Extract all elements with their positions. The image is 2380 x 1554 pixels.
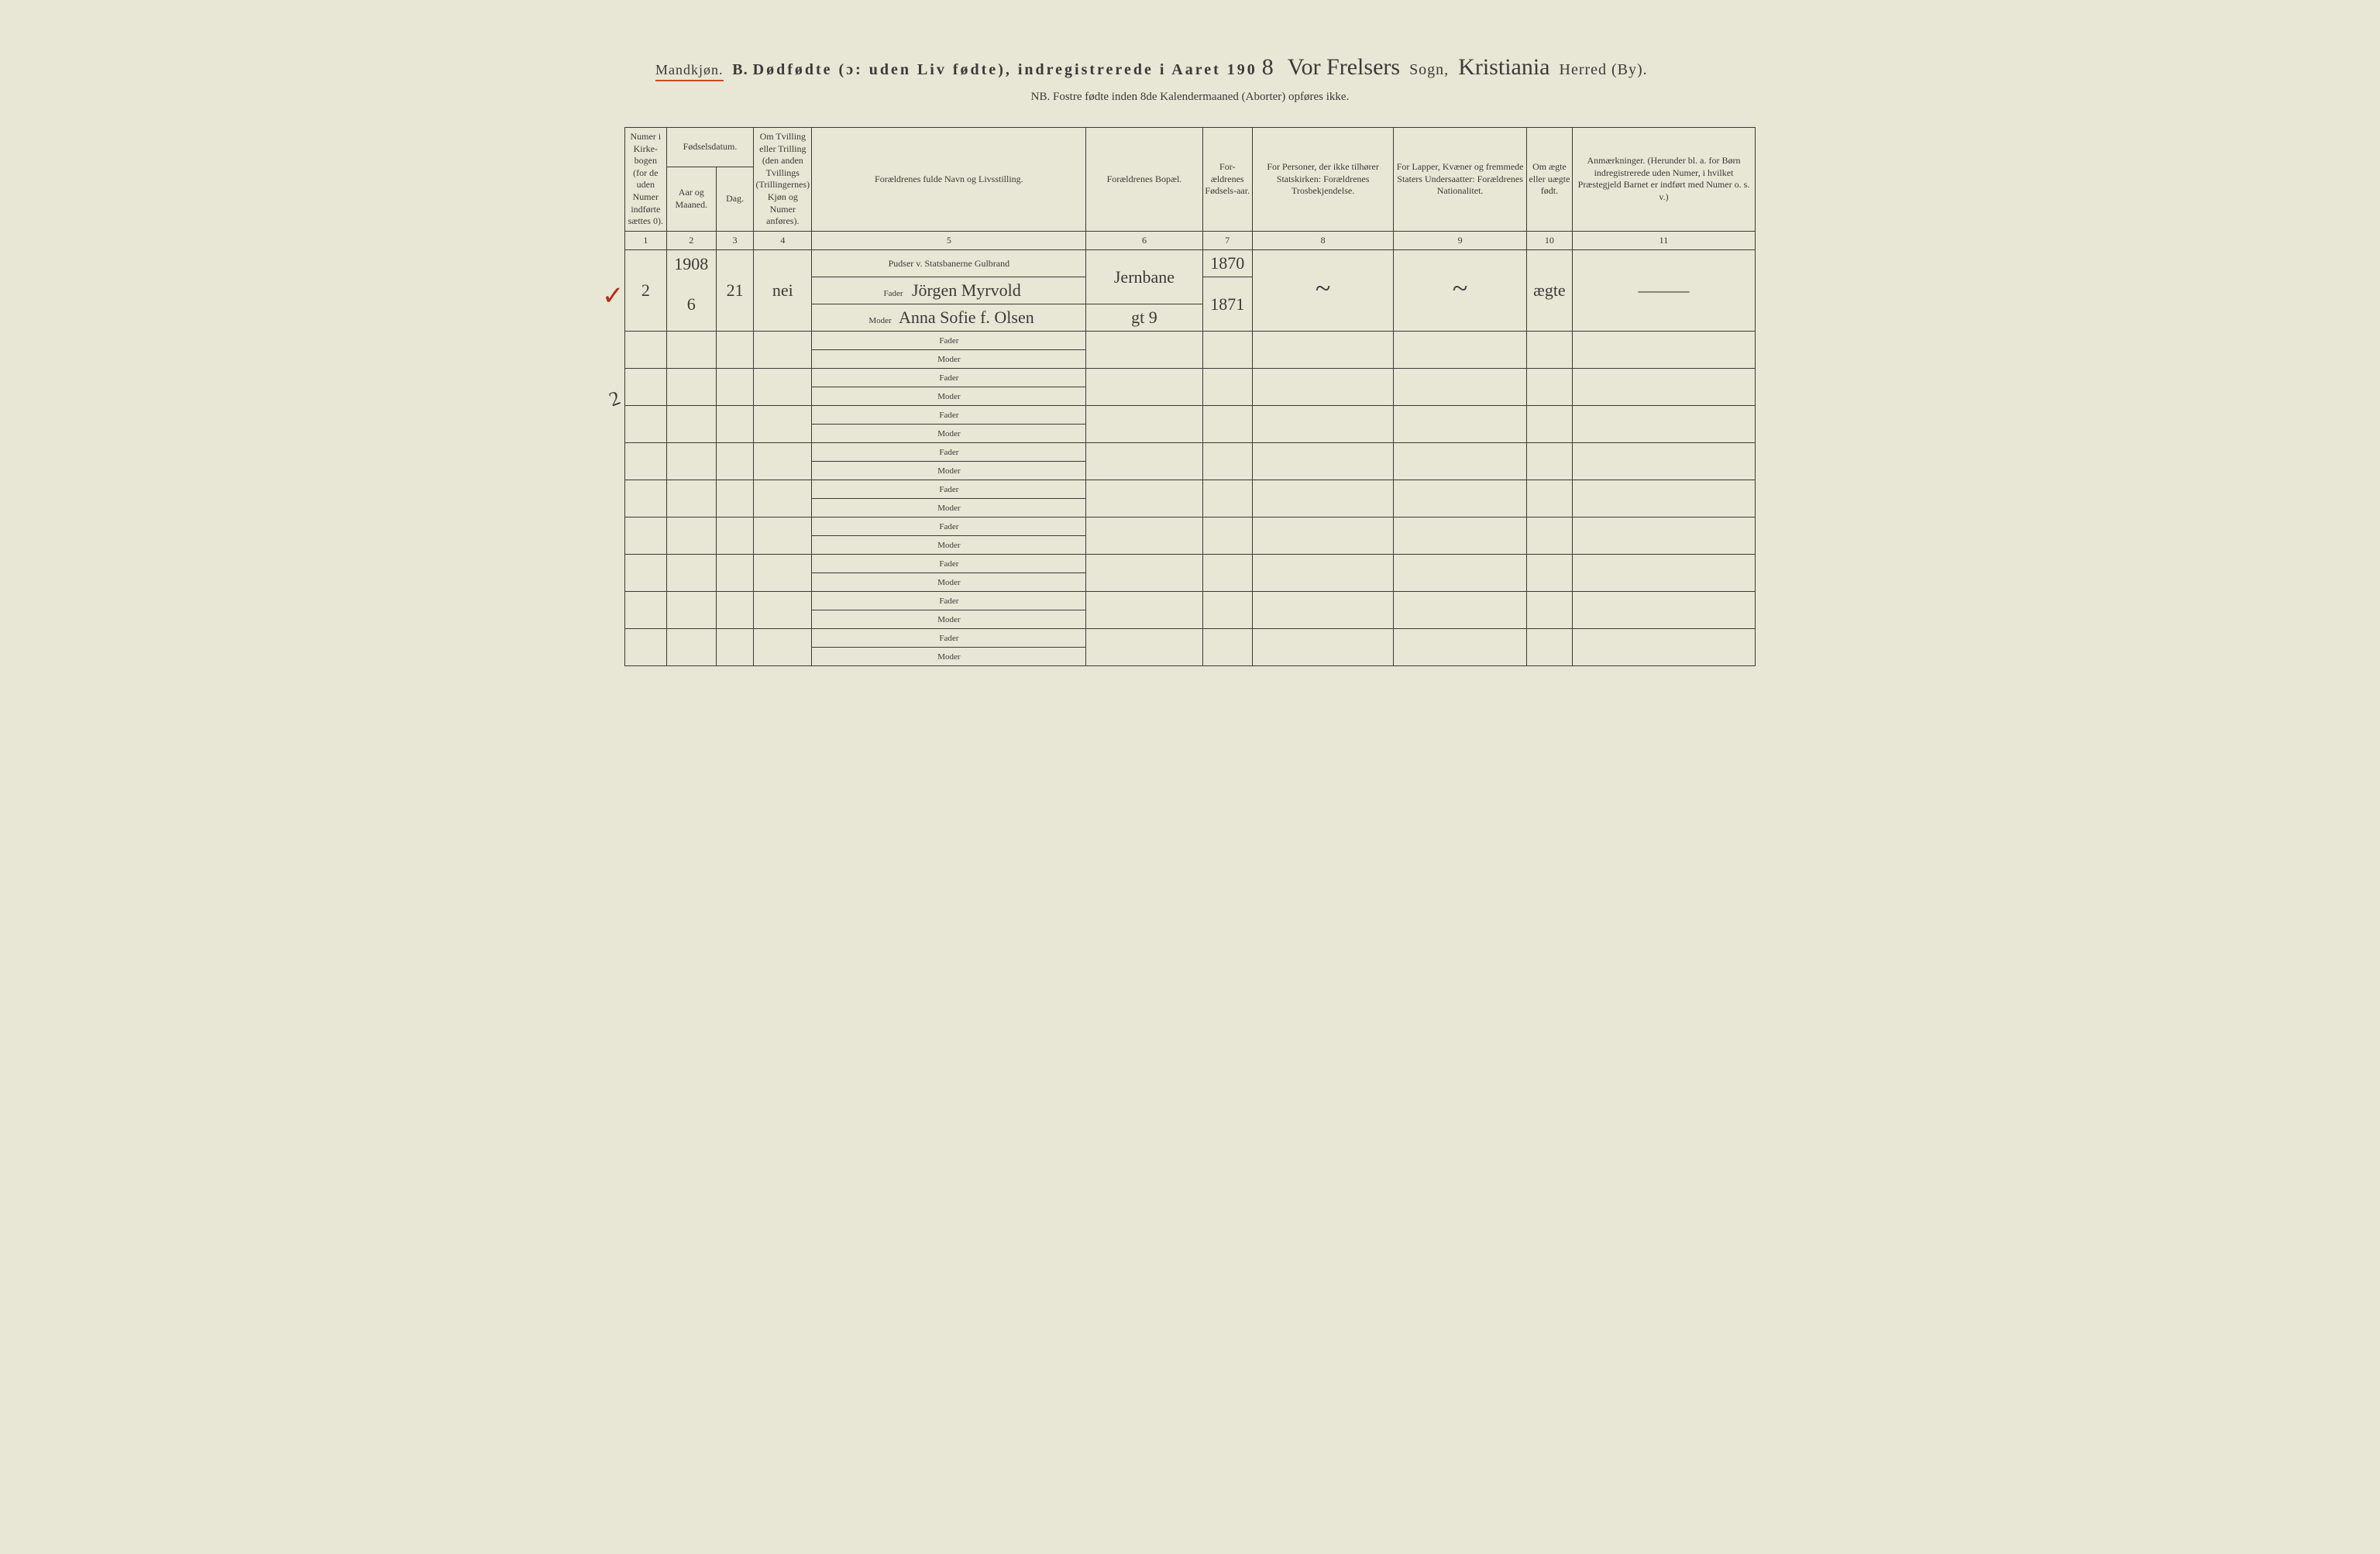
entry-moder-aar: 1871 xyxy=(1210,294,1244,314)
entry-year: 1908 xyxy=(674,254,708,273)
year-suffix: 8 xyxy=(1257,54,1278,81)
entry-tros: ~ xyxy=(1316,273,1330,304)
fader-label: Fader xyxy=(933,597,965,606)
moder-label: Moder xyxy=(933,541,965,550)
entry-row: ✓ 2 1908 21 nei Pudser v. Statsbanerne G… xyxy=(625,250,1756,277)
entry-nat: ~ xyxy=(1453,273,1467,304)
col-header-fodselsaar: For-ældrenes Fødsels-aar. xyxy=(1202,128,1252,232)
col-header-foraeldre-navn: Forældrenes fulde Navn og Livsstilling. xyxy=(812,128,1086,232)
col-index-9: 9 xyxy=(1394,231,1527,250)
moder-label: Moder xyxy=(933,429,965,438)
entry-moder-name: Anna Sofie f. Olsen xyxy=(899,308,1034,327)
page-title: B. Dødfødte (ɔ: uden Liv fødte), indregi… xyxy=(624,54,1756,81)
herred-label: Herred (By). xyxy=(1560,61,1648,78)
entry-bopael-1: Jernbane xyxy=(1114,267,1175,287)
col-index-2: 2 xyxy=(666,231,716,250)
moder-label: Moder xyxy=(933,466,965,476)
fader-label: Fader xyxy=(933,559,965,569)
entry-month: 6 xyxy=(687,294,696,314)
entry-anm: ——— xyxy=(1638,280,1689,300)
entry-twin: nei xyxy=(772,280,793,300)
col-index-4: 4 xyxy=(754,231,812,250)
col-header-fodselsdatum: Fødselsdatum. xyxy=(666,128,754,167)
empty-row: Fader xyxy=(625,406,1756,425)
empty-row: Fader xyxy=(625,592,1756,610)
moder-label: Moder xyxy=(933,578,965,587)
col-header-aegte: Om ægte eller uægte født. xyxy=(1526,128,1572,232)
moder-label: Moder xyxy=(864,316,896,325)
nb-note: NB. Fostre fødte inden 8de Kalendermaane… xyxy=(624,91,1756,104)
title-main: Dødfødte (ɔ: uden Liv fødte), indregistr… xyxy=(753,61,1257,78)
col-header-dag: Dag. xyxy=(716,167,753,231)
empty-row: 2Fader xyxy=(625,369,1756,387)
section-letter: B. xyxy=(732,61,748,78)
col-header-anm: Anmærkninger. (Herunder bl. a. for Børn … xyxy=(1572,128,1755,232)
empty-row: Fader xyxy=(625,443,1756,462)
entry-bopael-2: gt 9 xyxy=(1131,308,1157,327)
margin-mark: 2 xyxy=(606,387,623,412)
col-header-numer: Numer i Kirke-bogen (for de uden Numer i… xyxy=(625,128,667,232)
fader-label: Fader xyxy=(933,485,965,494)
fader-label: Fader xyxy=(933,448,965,457)
check-mark-icon: ✓ xyxy=(602,280,624,311)
moder-label: Moder xyxy=(933,355,965,364)
empty-row: Fader xyxy=(625,555,1756,573)
col-index-3: 3 xyxy=(716,231,753,250)
col-header-nationalitet: For Lapper, Kvæner og fremmede Staters U… xyxy=(1394,128,1527,232)
entry-fader-aar: 1870 xyxy=(1210,253,1244,273)
col-header-tros: For Personer, der ikke tilhører Statskir… xyxy=(1252,128,1393,232)
col-index-8: 8 xyxy=(1252,231,1393,250)
col-index-1: 1 xyxy=(625,231,667,250)
empty-row: Fader xyxy=(625,517,1756,536)
col-index-5: 5 xyxy=(812,231,1086,250)
herred-value: Kristiania xyxy=(1453,54,1554,81)
fader-label: Fader xyxy=(933,411,965,420)
fader-label: Fader xyxy=(933,522,965,531)
empty-row: Fader xyxy=(625,332,1756,350)
sogn-label: Sogn, xyxy=(1409,61,1449,78)
moder-label: Moder xyxy=(933,504,965,513)
moder-label: Moder xyxy=(933,652,965,662)
col-header-bopael: Forældrenes Bopæl. xyxy=(1086,128,1202,232)
fader-label: Fader xyxy=(933,336,965,346)
entry-fader-name: Jörgen Myrvold xyxy=(912,280,1021,300)
col-index-11: 11 xyxy=(1572,231,1755,250)
empty-row: Fader xyxy=(625,629,1756,648)
entry-occupation: Pudser v. Statsbanerne Gulbrand xyxy=(812,250,1086,277)
register-table: Numer i Kirke-bogen (for de uden Numer i… xyxy=(624,127,1756,666)
fader-label: Fader xyxy=(877,289,910,298)
entry-aegte: ægte xyxy=(1533,280,1566,300)
col-index-10: 10 xyxy=(1526,231,1572,250)
empty-row: Fader xyxy=(625,480,1756,499)
fader-label: Fader xyxy=(933,373,965,383)
sogn-value: Vor Frelsers xyxy=(1283,54,1405,81)
col-header-tvilling: Om Tvilling eller Trilling (den anden Tv… xyxy=(754,128,812,232)
col-index-7: 7 xyxy=(1202,231,1252,250)
entry-day: 21 xyxy=(727,280,744,300)
moder-label: Moder xyxy=(933,615,965,624)
entry-numer: 2 xyxy=(641,280,650,300)
col-index-6: 6 xyxy=(1086,231,1202,250)
fader-label: Fader xyxy=(933,634,965,643)
moder-label: Moder xyxy=(933,392,965,401)
col-header-aar-maaned: Aar og Maaned. xyxy=(666,167,716,231)
gender-label: Mandkjøn. xyxy=(655,62,724,81)
